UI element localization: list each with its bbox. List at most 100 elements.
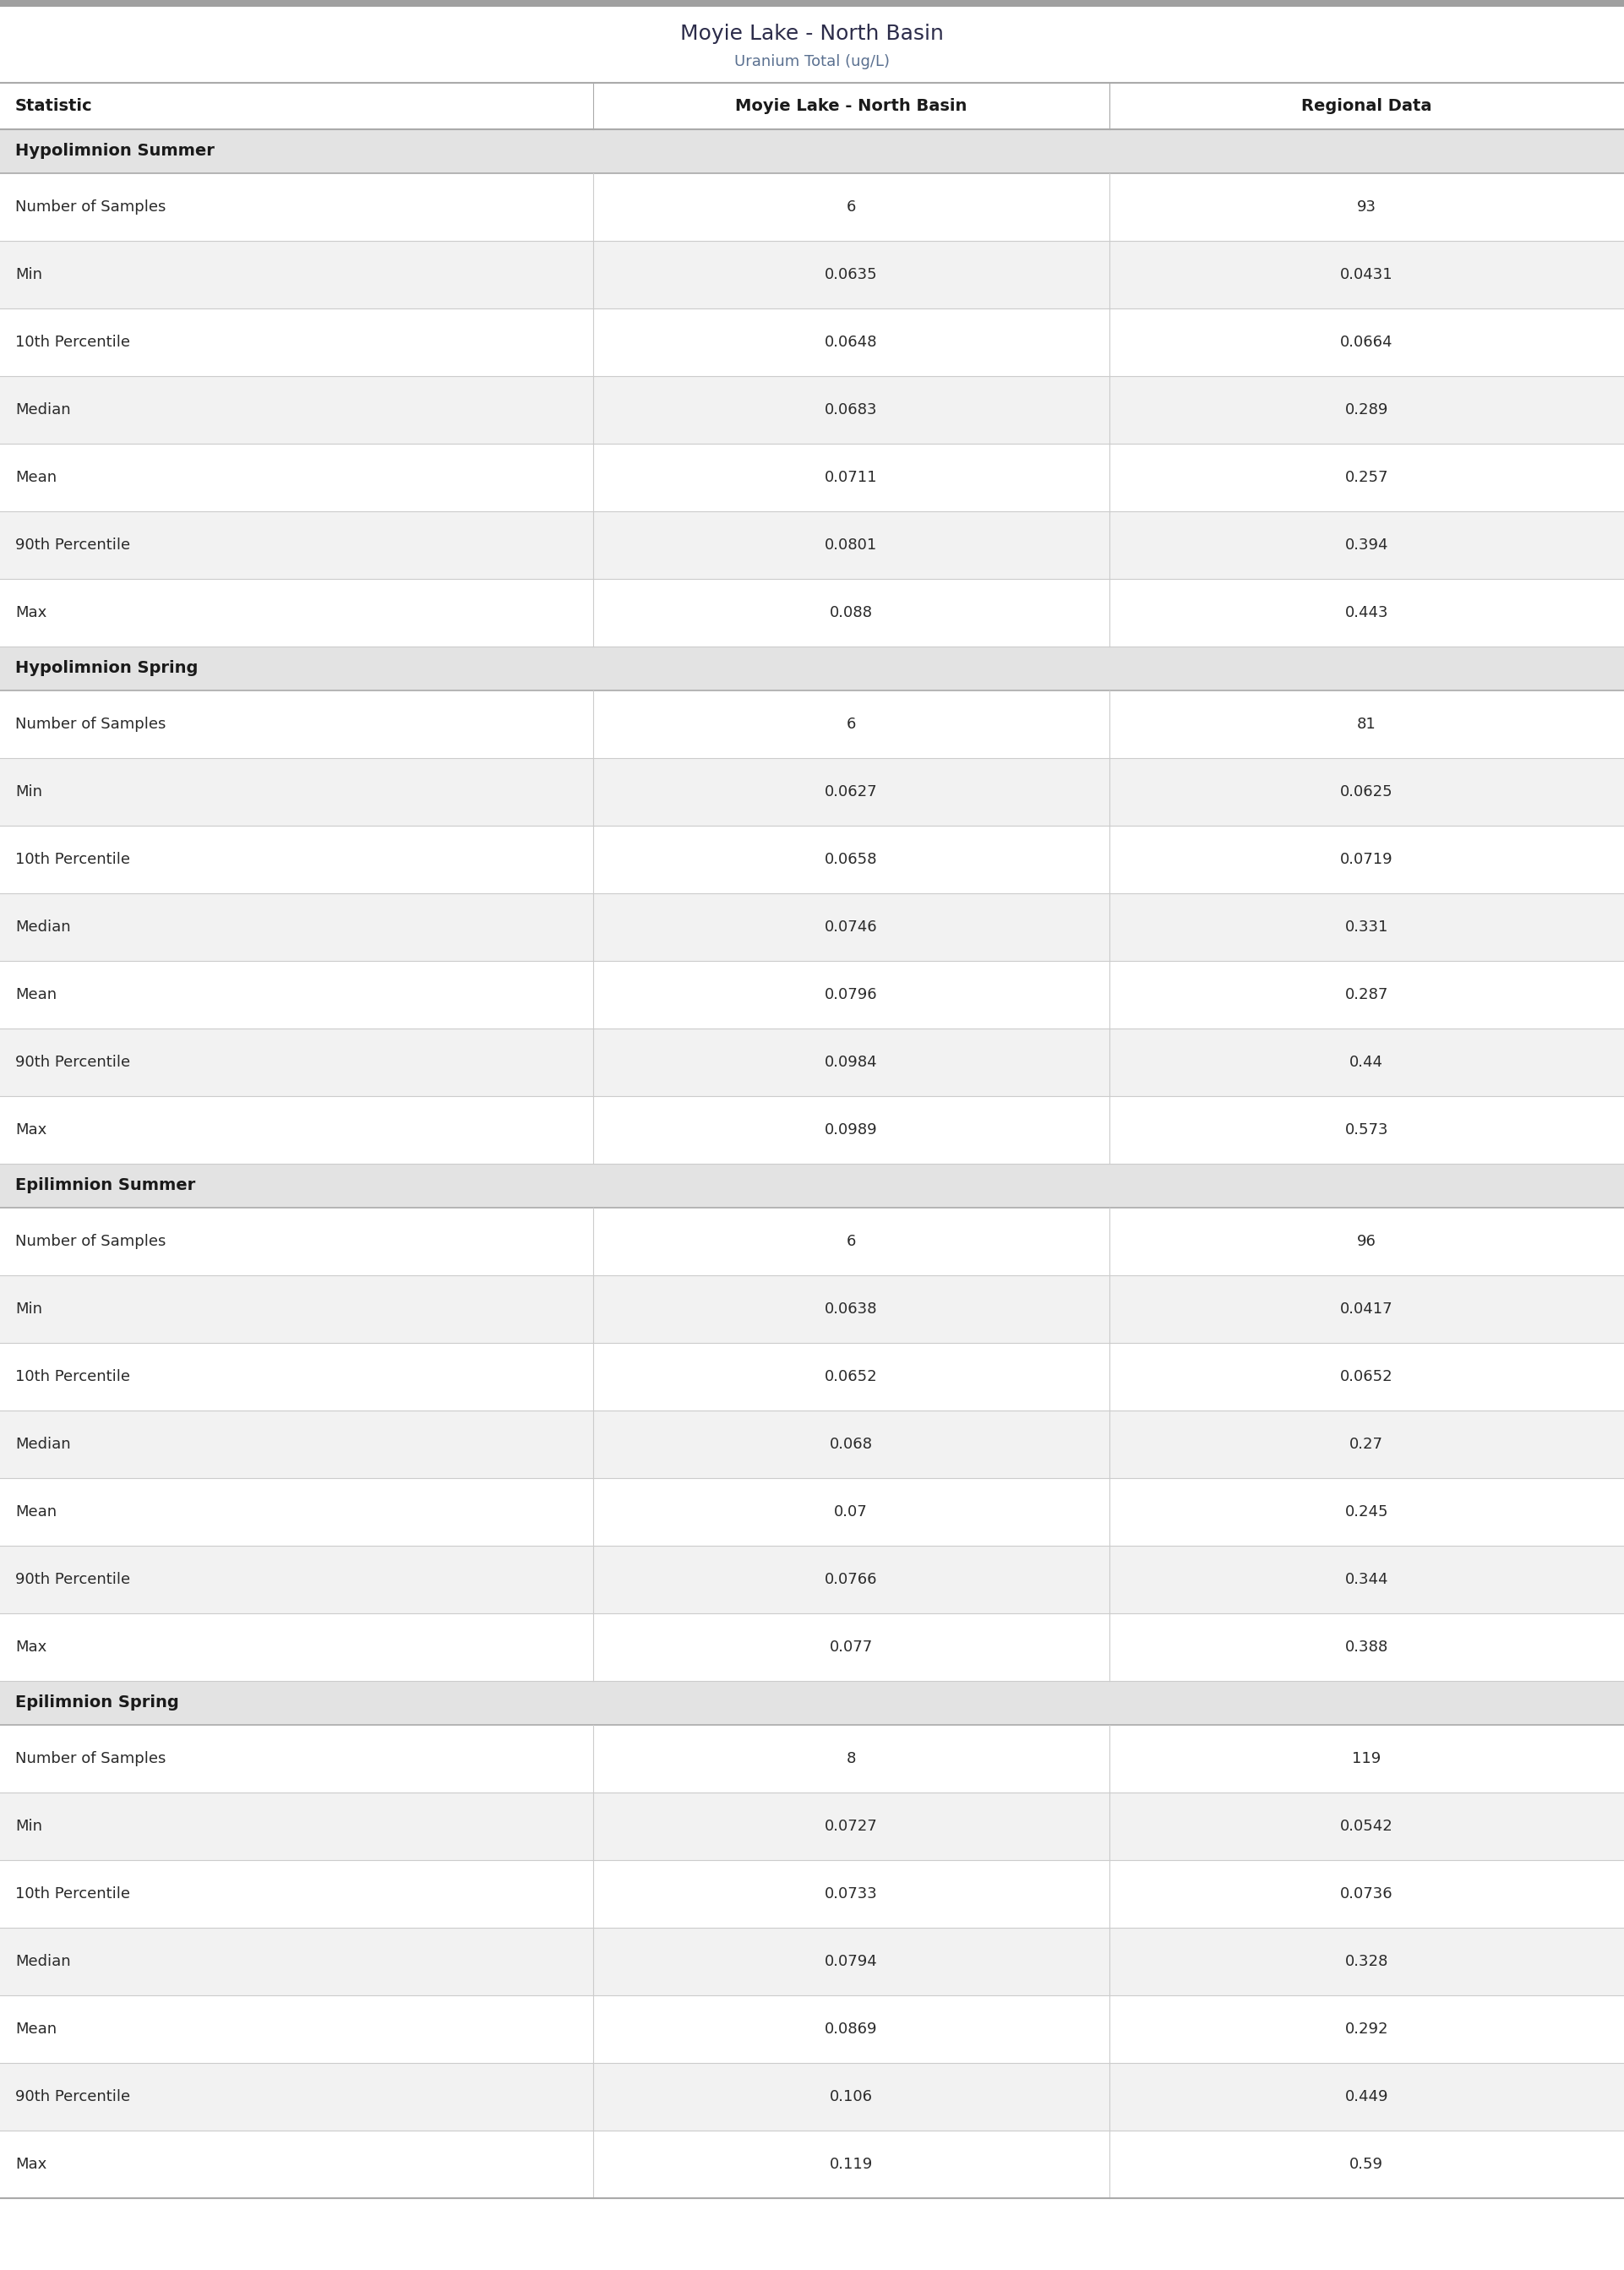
Text: 0.0683: 0.0683 [825,402,877,418]
Text: 0.0794: 0.0794 [825,1954,877,1968]
Text: Max: Max [15,1639,47,1655]
Bar [0,309,1624,377]
Text: 0.394: 0.394 [1345,538,1389,552]
Text: 81: 81 [1358,717,1376,731]
Bar [0,173,1624,241]
Text: Min: Min [15,1818,42,1834]
Text: 0.287: 0.287 [1345,987,1389,1003]
Text: 0.0796: 0.0796 [825,987,877,1003]
Text: 0.0711: 0.0711 [825,470,877,486]
Bar [0,1410,1624,1478]
Text: 0.0984: 0.0984 [825,1056,877,1069]
Text: Median: Median [15,1437,71,1453]
Bar [0,377,1624,443]
Text: Hypolimnion Summer: Hypolimnion Summer [15,143,214,159]
Text: 0.0658: 0.0658 [825,851,877,867]
Bar [0,7,1624,82]
Bar [0,758,1624,826]
Text: Moyie Lake - North Basin: Moyie Lake - North Basin [736,98,966,114]
Bar [0,1344,1624,1410]
Text: 0.0766: 0.0766 [825,1571,877,1587]
Text: Statistic: Statistic [15,98,93,114]
Text: Number of Samples: Number of Samples [15,1750,166,1766]
Bar [0,1208,1624,1276]
Bar [0,579,1624,647]
Text: Mean: Mean [15,2023,57,2036]
Bar [0,1478,1624,1546]
Text: 0.0664: 0.0664 [1340,334,1393,350]
Text: Max: Max [15,1121,47,1137]
Text: 0.0869: 0.0869 [825,2023,877,2036]
Text: 0.344: 0.344 [1345,1571,1389,1587]
Text: Mean: Mean [15,1505,57,1519]
Text: Max: Max [15,606,47,620]
Text: 0.449: 0.449 [1345,2088,1389,2104]
Text: 0.0431: 0.0431 [1340,268,1393,281]
Text: 0.331: 0.331 [1345,919,1389,935]
Text: 0.0542: 0.0542 [1340,1818,1393,1834]
Bar [0,1859,1624,1927]
Bar [0,647,1624,690]
Text: 90th Percentile: 90th Percentile [15,1056,130,1069]
Text: 90th Percentile: 90th Percentile [15,538,130,552]
Bar [0,0,1624,7]
Bar [0,511,1624,579]
Text: 10th Percentile: 10th Percentile [15,851,130,867]
Bar [0,826,1624,894]
Text: Min: Min [15,268,42,281]
Text: 0.119: 0.119 [830,2156,872,2172]
Text: 0.0648: 0.0648 [825,334,877,350]
Text: 6: 6 [846,200,856,216]
Text: 6: 6 [846,1235,856,1249]
Text: 0.0638: 0.0638 [825,1301,877,1317]
Text: 0.077: 0.077 [830,1639,872,1655]
Text: 0.292: 0.292 [1345,2023,1389,2036]
Text: 6: 6 [846,717,856,731]
Bar [0,894,1624,960]
Bar [0,690,1624,758]
Text: 0.0627: 0.0627 [825,783,877,799]
Text: 10th Percentile: 10th Percentile [15,1886,130,1902]
Text: 10th Percentile: 10th Percentile [15,1369,130,1385]
Text: Hypolimnion Spring: Hypolimnion Spring [15,661,198,676]
Text: 90th Percentile: 90th Percentile [15,2088,130,2104]
Text: 0.07: 0.07 [835,1505,867,1519]
Bar [0,1546,1624,1614]
Text: 0.0989: 0.0989 [825,1121,877,1137]
Text: Mean: Mean [15,987,57,1003]
Text: 119: 119 [1353,1750,1380,1766]
Text: 0.0625: 0.0625 [1340,783,1393,799]
Bar [0,1793,1624,1859]
Text: Mean: Mean [15,470,57,486]
Bar [0,1995,1624,2063]
Bar [0,2063,1624,2132]
Text: 0.257: 0.257 [1345,470,1389,486]
Text: 0.443: 0.443 [1345,606,1389,620]
Bar [0,129,1624,173]
Text: 0.328: 0.328 [1345,1954,1389,1968]
Text: Median: Median [15,402,71,418]
Text: 0.0719: 0.0719 [1340,851,1393,867]
Text: 96: 96 [1358,1235,1376,1249]
Text: 0.106: 0.106 [830,2088,872,2104]
Text: Median: Median [15,1954,71,1968]
Bar [0,1614,1624,1682]
Text: Max: Max [15,2156,47,2172]
Bar [0,1682,1624,1725]
Text: 0.27: 0.27 [1350,1437,1384,1453]
Bar [0,960,1624,1028]
Text: Min: Min [15,1301,42,1317]
Text: 0.0727: 0.0727 [825,1818,877,1834]
Text: Min: Min [15,783,42,799]
Bar [0,1028,1624,1096]
Text: 0.388: 0.388 [1345,1639,1389,1655]
Text: 10th Percentile: 10th Percentile [15,334,130,350]
Text: Epilimnion Summer: Epilimnion Summer [15,1178,195,1194]
Bar [0,2132,1624,2197]
Text: Median: Median [15,919,71,935]
Text: 0.068: 0.068 [830,1437,872,1453]
Bar [0,1927,1624,1995]
Bar [0,1276,1624,1344]
Text: 90th Percentile: 90th Percentile [15,1571,130,1587]
Text: 0.0652: 0.0652 [1340,1369,1393,1385]
